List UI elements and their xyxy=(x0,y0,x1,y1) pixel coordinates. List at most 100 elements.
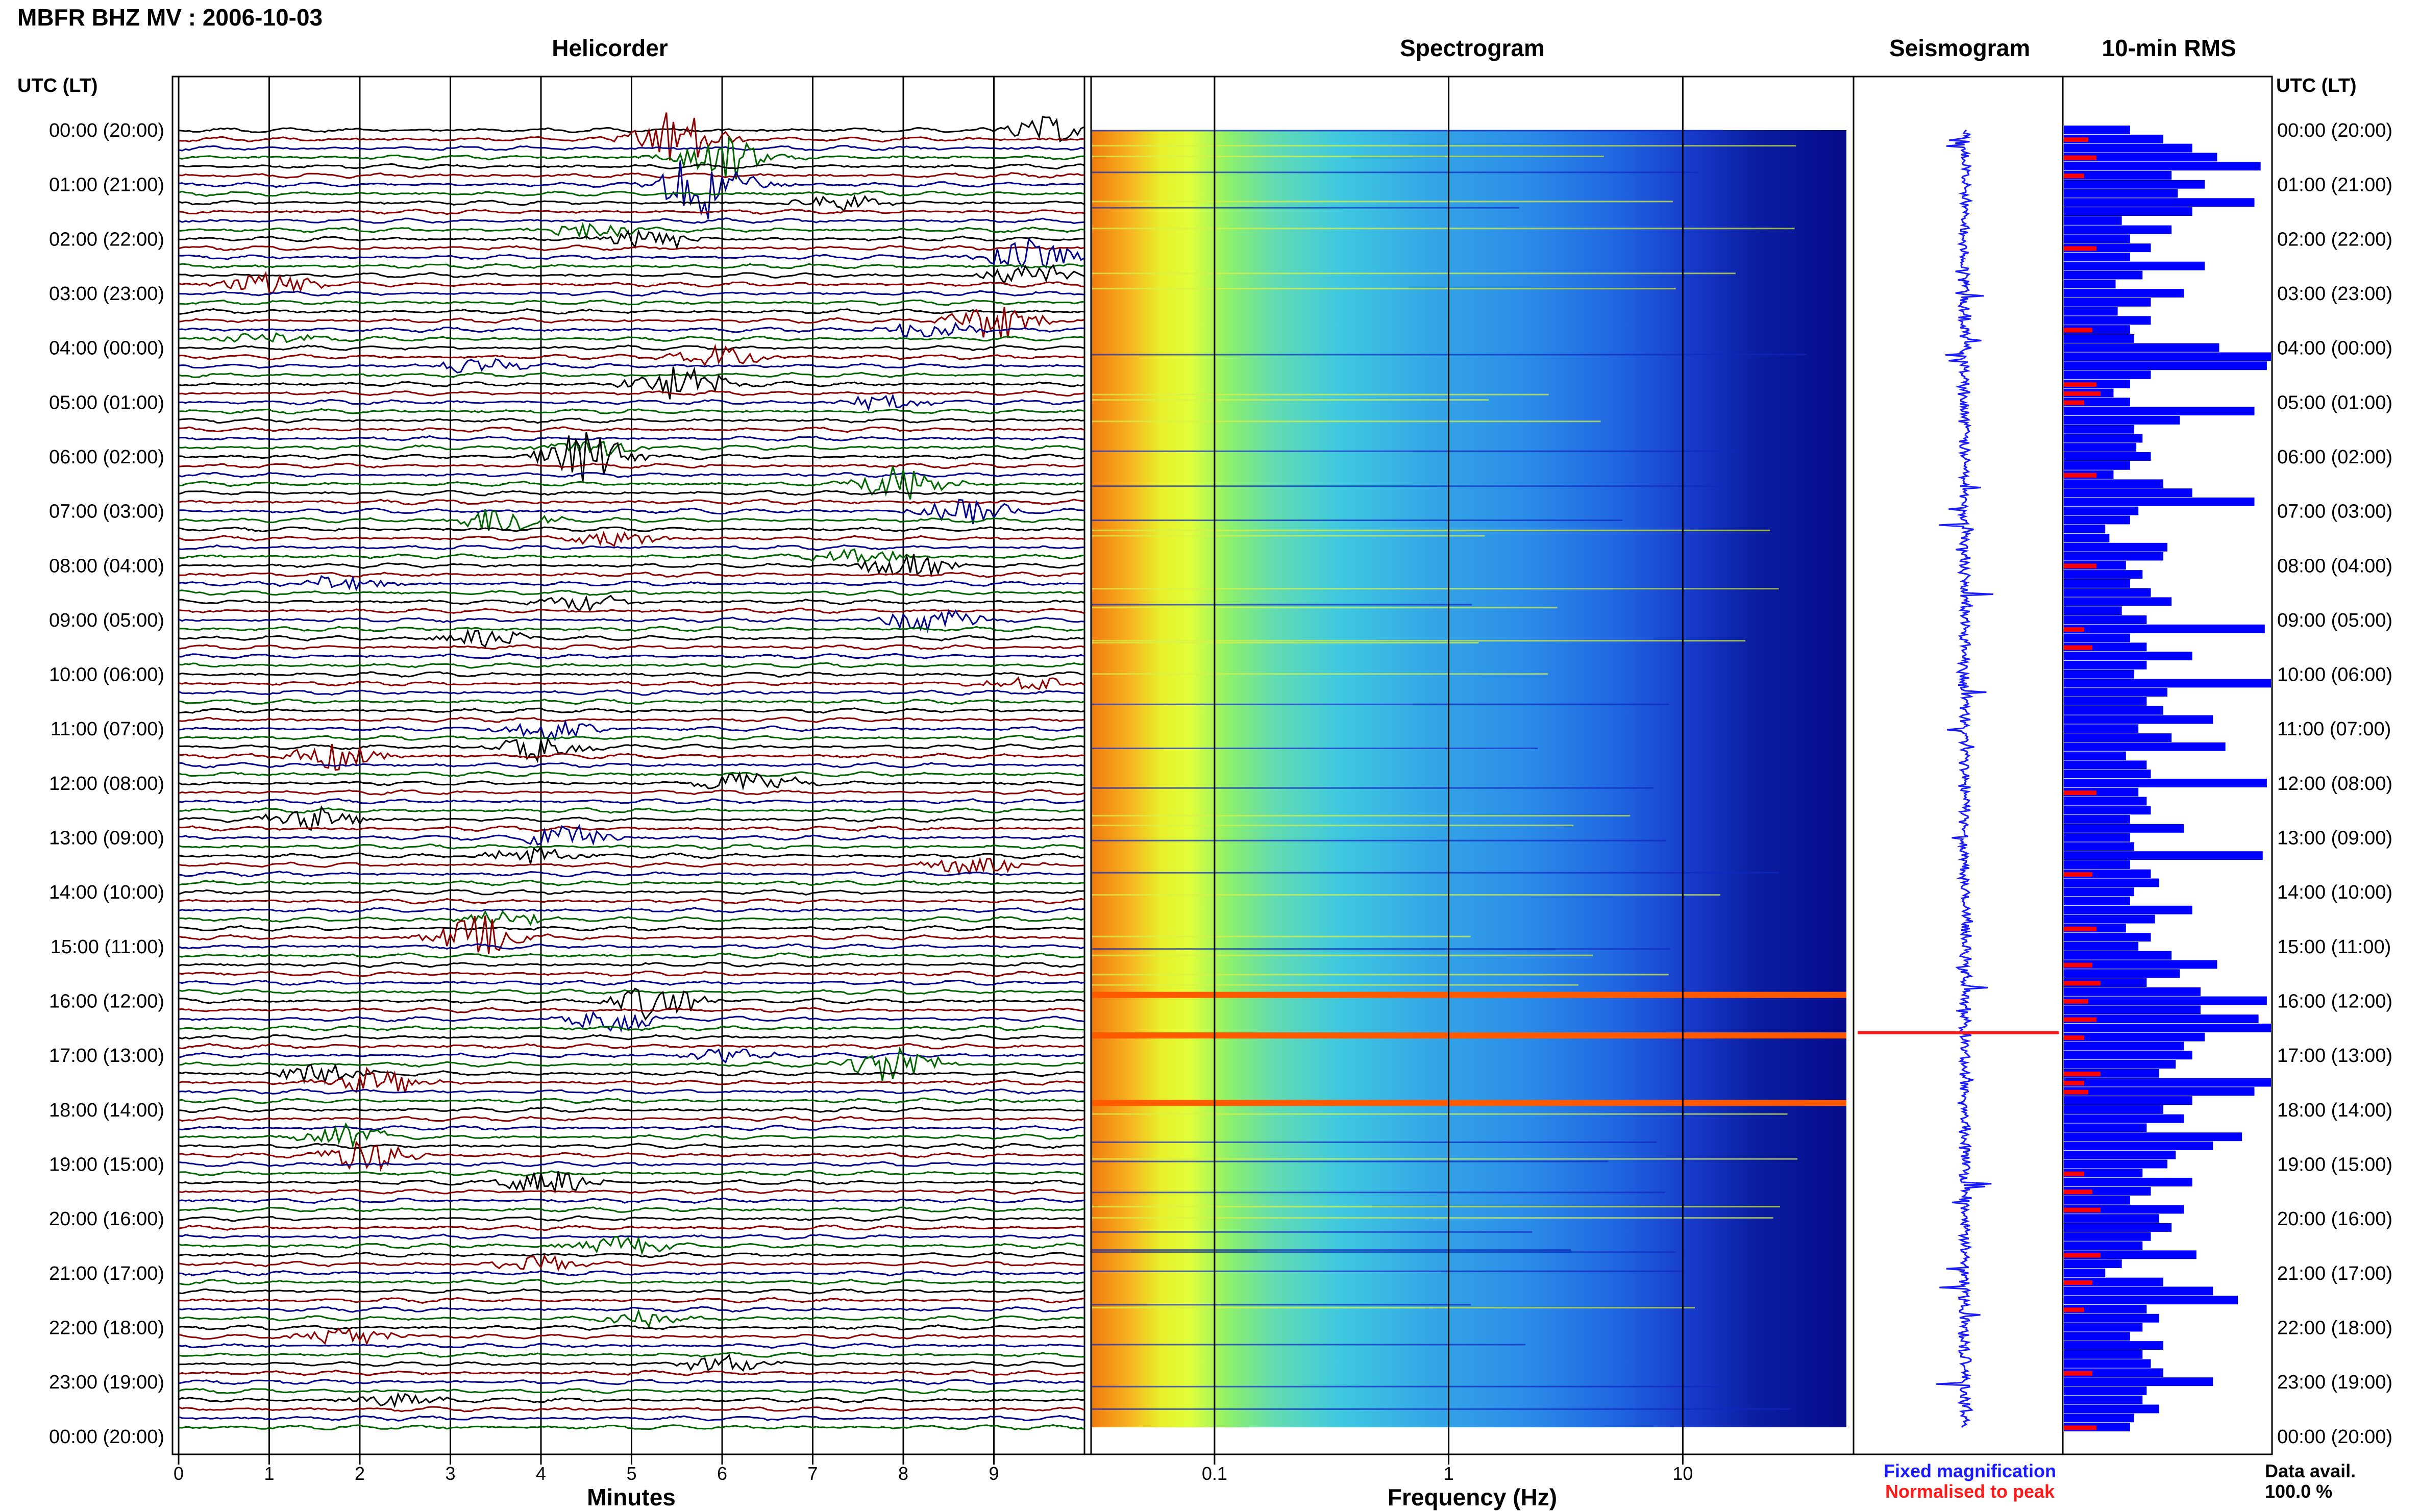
helicorder-trace-row xyxy=(178,1270,1085,1277)
helicorder-trace-row xyxy=(178,575,1085,592)
helicorder-trace-row xyxy=(178,943,1085,950)
helicorder-trace-row xyxy=(178,653,1085,660)
rms-bar xyxy=(2064,170,2172,180)
helicorder-trace-row xyxy=(178,1327,1085,1346)
time-label-left: 13:00 (09:00) xyxy=(49,828,164,849)
rms-bar xyxy=(2064,525,2106,534)
frequency-tick-label: 0.1 xyxy=(1202,1463,1227,1484)
rms-bar xyxy=(2064,1377,2213,1386)
rms-bar xyxy=(2064,1060,2176,1069)
minute-tick-label: 5 xyxy=(626,1463,636,1484)
rms-bar xyxy=(2064,933,2151,942)
helicorder-trace-row xyxy=(178,716,1085,723)
time-label-left: 19:00 (15:00) xyxy=(49,1154,164,1175)
helicorder-trace-row xyxy=(178,393,1085,412)
rms-bar xyxy=(2064,905,2192,914)
helicorder-trace-row xyxy=(178,1206,1085,1213)
rms-bar xyxy=(2064,189,2178,198)
time-label-right: 21:00 (17:00) xyxy=(2277,1263,2392,1284)
helicorder-trace-row xyxy=(178,554,1085,578)
rms-bar xyxy=(2064,588,2151,597)
helicorder-trace-row xyxy=(178,771,1085,791)
time-label-left: 06:00 (02:00) xyxy=(49,447,164,468)
helicorder-trace-row xyxy=(178,221,1085,241)
time-labels-right: 00:00 (20:00) 01:00 (21:00) 02:00 (22:00) 0… xyxy=(2277,120,2392,1448)
helicorder-trace-row xyxy=(178,1387,1085,1395)
rms-bar xyxy=(2064,334,2135,343)
helicorder-trace-row xyxy=(178,1351,1085,1358)
helicorder-trace-row xyxy=(178,1324,1085,1331)
time-label-right: 03:00 (23:00) xyxy=(2277,283,2392,305)
rms-bar xyxy=(2064,352,2271,361)
helicorder-trace-row xyxy=(178,1353,1085,1372)
time-label-left: 10:00 (06:00) xyxy=(49,664,164,686)
helicorder-trace-row xyxy=(178,1224,1085,1231)
helicorder-trace-row xyxy=(178,1140,1085,1172)
time-label-left: 12:00 (08:00) xyxy=(49,773,164,795)
rms-bar xyxy=(2064,1114,2184,1123)
rms-bar xyxy=(2064,833,2130,842)
helicorder-trace-row xyxy=(178,163,1085,170)
rms-peak-marker xyxy=(2064,1189,2092,1195)
helicorder-trace-row xyxy=(178,1251,1085,1258)
helicorder-trace-row xyxy=(178,805,1085,831)
helicorder-trace-row xyxy=(178,1278,1085,1285)
helicorder-trace-row xyxy=(178,1370,1085,1376)
frequency-axis-label: Frequency (Hz) xyxy=(1388,1484,1557,1510)
rms-bar xyxy=(2064,1259,2122,1269)
rms-bar xyxy=(2064,779,2267,787)
time-label-left: 01:00 (21:00) xyxy=(49,175,164,196)
helicorder-trace-row xyxy=(178,1392,1085,1408)
helicorder-trace-row xyxy=(178,662,1085,669)
time-label-right: 10:00 (06:00) xyxy=(2277,664,2392,686)
rms-bar xyxy=(2064,316,2151,325)
legend-normalised-to-peak: Normalised to peak xyxy=(1885,1481,2055,1502)
helicorder-trace-row xyxy=(178,144,1085,152)
rms-bar xyxy=(2064,624,2265,633)
minute-tick-label: 9 xyxy=(989,1463,999,1484)
helicorder-trace-row xyxy=(178,743,1085,771)
helicorder-trace-row xyxy=(178,1010,1085,1033)
rms-bar xyxy=(2064,1096,2192,1105)
rms-bar xyxy=(2064,225,2172,234)
rms-bar xyxy=(2064,1023,2271,1032)
rms-bar xyxy=(2064,1150,2176,1159)
helicorder-trace-row xyxy=(178,1170,1085,1177)
seismogram-title: Seismogram xyxy=(1889,35,2030,61)
spectrogram-strong-band xyxy=(1092,1100,1846,1106)
rms-peak-marker xyxy=(2064,155,2096,160)
time-label-right: 02:00 (22:00) xyxy=(2277,229,2392,250)
seismogram-trace xyxy=(1858,129,2059,1428)
rms-bars xyxy=(2064,126,2271,1431)
rms-bar xyxy=(2064,1078,2271,1087)
rms-bar xyxy=(2064,706,2163,715)
time-label-left: 17:00 (13:00) xyxy=(49,1045,164,1067)
rms-bar xyxy=(2064,434,2143,443)
helicorder-trace-row xyxy=(178,499,1085,506)
helicorder-trace-row xyxy=(178,1188,1085,1195)
helicorder-trace-row xyxy=(178,628,1085,648)
rms-bar xyxy=(2064,1286,2213,1296)
helicorder-trace-row xyxy=(178,1067,1085,1093)
rms-peak-marker xyxy=(2064,1371,2092,1376)
time-label-left: 14:00 (10:00) xyxy=(49,882,164,903)
helicorder-trace-row xyxy=(178,1106,1085,1113)
time-label-left: 00:00 (20:00) xyxy=(49,120,164,141)
time-label-right: 08:00 (04:00) xyxy=(2277,555,2392,577)
helicorder-panel xyxy=(171,76,1092,1455)
helicorder-trace-row xyxy=(178,1034,1085,1040)
time-label-left: 16:00 (12:00) xyxy=(49,991,164,1012)
helicorder-trace-row xyxy=(178,1122,1085,1149)
rms-peak-marker xyxy=(2064,1307,2084,1312)
rms-bar xyxy=(2064,1123,2147,1132)
helicorder-trace-row xyxy=(178,1048,1085,1064)
rms-bar xyxy=(2064,996,2267,1005)
helicorder-trace-row xyxy=(178,1406,1085,1412)
rms-bar xyxy=(2064,1305,2147,1313)
rms-bar xyxy=(2064,770,2151,779)
helicorder-trace-row xyxy=(178,509,1085,531)
helicorder-trace-row xyxy=(178,208,1085,215)
rms-bar xyxy=(2064,534,2110,542)
rms-bar xyxy=(2064,488,2192,498)
